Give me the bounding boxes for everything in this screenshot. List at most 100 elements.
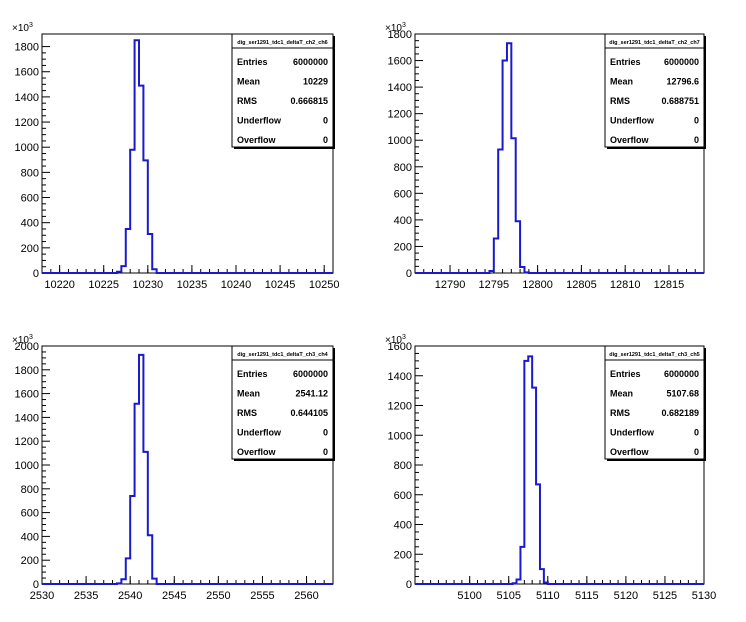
y-tick-label: 600 (21, 508, 39, 520)
y-tick-label: 1200 (388, 401, 412, 413)
x-tick-label: 12800 (522, 279, 553, 291)
stats-box: dig_ser1291_tdc1_deltaT_ch2_ch6 Entries 60… (231, 33, 335, 149)
stats-box-frame (604, 345, 705, 460)
x-tick-label: 12815 (654, 279, 685, 291)
x-tick-label: 12810 (610, 279, 641, 291)
stats-label: RMS (610, 96, 630, 106)
histogram-title: dig_ser1291_tdc1_deltaT_ch3_ch4 (237, 352, 328, 358)
x-tick-label: 10250 (309, 279, 340, 291)
y-tick-label: 200 (21, 243, 39, 255)
stats-label: Overflow (237, 447, 277, 457)
x-tick-label: 10240 (221, 279, 252, 291)
stats-box-frame (231, 345, 334, 460)
y-tick-label: 1000 (15, 460, 39, 472)
stats-value: 0 (694, 447, 699, 457)
x-tick-label: 2560 (294, 590, 318, 602)
stats-value: 0 (694, 428, 699, 438)
x-tick-label: 10245 (265, 279, 296, 291)
x-tick-label: 2540 (118, 590, 142, 602)
y-tick-label: 1600 (15, 389, 39, 401)
stats-value: 6000000 (293, 57, 328, 67)
stats-value: 2541.12 (295, 389, 328, 399)
histogram-title: dig_ser1291_tdc1_deltaT_ch2_ch6 (237, 40, 328, 46)
y-tick-label: 1000 (388, 135, 412, 147)
y-tick-label: 1400 (15, 92, 39, 104)
y-tick-label: 1400 (388, 82, 412, 94)
y-tick-label: 1800 (15, 365, 39, 377)
stats-value: 0.644105 (290, 408, 328, 418)
stats-value: 0 (323, 447, 328, 457)
x-tick-label: 10225 (88, 279, 119, 291)
stats-label: Underflow (237, 428, 282, 438)
y-exponent-label: ×103 (385, 22, 406, 34)
x-tick-label: 5125 (653, 590, 677, 602)
histogram-line (42, 353, 333, 585)
y-exponent-power: 3 (29, 22, 33, 29)
stats-value: 10229 (303, 77, 328, 87)
y-exponent-power: 3 (402, 334, 406, 341)
stats-label: Overflow (237, 135, 277, 145)
y-exponent-base: ×10 (12, 23, 29, 34)
x-tick-label: 2555 (250, 590, 274, 602)
y-tick-label: 1200 (15, 117, 39, 129)
stats-value: 12796.6 (666, 77, 699, 87)
y-tick-label: 0 (406, 268, 412, 280)
y-tick-label: 400 (394, 520, 412, 532)
x-tick-label: 2530 (30, 590, 54, 602)
y-tick-label: 800 (394, 162, 412, 174)
stats-label: Mean (237, 77, 260, 87)
y-tick-label: 1000 (388, 430, 412, 442)
y-tick-label: 800 (21, 484, 39, 496)
y-tick-label: 0 (33, 579, 39, 591)
stats-label: Underflow (610, 428, 655, 438)
stats-label: Underflow (237, 116, 282, 126)
stats-box-frame (604, 33, 705, 148)
y-exponent-base: ×10 (12, 335, 29, 346)
x-tick-label: 5130 (692, 590, 716, 602)
histogram-line (415, 42, 704, 274)
y-tick-label: 0 (33, 268, 39, 280)
x-tick-label: 10235 (177, 279, 208, 291)
x-tick-label: 12790 (435, 279, 466, 291)
stats-label: Underflow (610, 116, 655, 126)
y-tick-label: 800 (394, 460, 412, 472)
y-exponent-base: ×10 (385, 335, 402, 346)
stats-label: Entries (237, 369, 268, 379)
stats-value: 5107.68 (666, 389, 699, 399)
y-exponent-power: 3 (402, 22, 406, 29)
stats-label: Mean (610, 389, 633, 399)
y-exponent-label: ×103 (12, 22, 33, 34)
y-exponent-base: ×10 (385, 23, 402, 34)
histogram-line (415, 355, 704, 585)
x-tick-label: 10220 (44, 279, 75, 291)
y-tick-label: 1600 (388, 56, 412, 68)
histogram-panel-2: 0 200 400 600 800 1000 1200 1400 1600 1800 12790 12… (385, 22, 706, 291)
x-tick-label: 12805 (566, 279, 597, 291)
stats-value: 6000000 (664, 369, 699, 379)
stats-label: RMS (237, 96, 257, 106)
histogram-line (42, 39, 333, 274)
y-tick-label: 2000 (15, 341, 39, 353)
y-tick-label: 1800 (388, 29, 412, 41)
y-tick-label: 400 (21, 218, 39, 230)
y-exponent-power: 3 (29, 334, 33, 341)
y-tick-label: 600 (394, 490, 412, 502)
stats-label: Entries (610, 57, 641, 67)
stats-box-frame (231, 33, 334, 148)
x-tick-label: 2545 (162, 590, 186, 602)
y-tick-label: 1400 (15, 412, 39, 424)
stats-box: dig_ser1291_tdc1_deltaT_ch2_ch7 Entries 60… (604, 33, 706, 149)
y-tick-label: 1400 (388, 371, 412, 383)
y-tick-label: 600 (21, 193, 39, 205)
histogram-panel-4: 0 200 400 600 800 1000 1200 1400 1600 5100 5105 511… (385, 334, 716, 602)
y-tick-label: 200 (394, 549, 412, 561)
stats-value: 0 (694, 135, 699, 145)
x-tick-label: 12795 (479, 279, 510, 291)
x-tick-label: 5110 (536, 590, 560, 602)
y-tick-label: 200 (21, 555, 39, 567)
stats-label: Mean (237, 389, 260, 399)
histogram-title: dig_ser1291_tdc1_deltaT_ch3_ch5 (609, 352, 700, 358)
x-tick-label: 5115 (575, 590, 599, 602)
y-tick-label: 1600 (15, 67, 39, 79)
stats-label: Overflow (610, 135, 650, 145)
